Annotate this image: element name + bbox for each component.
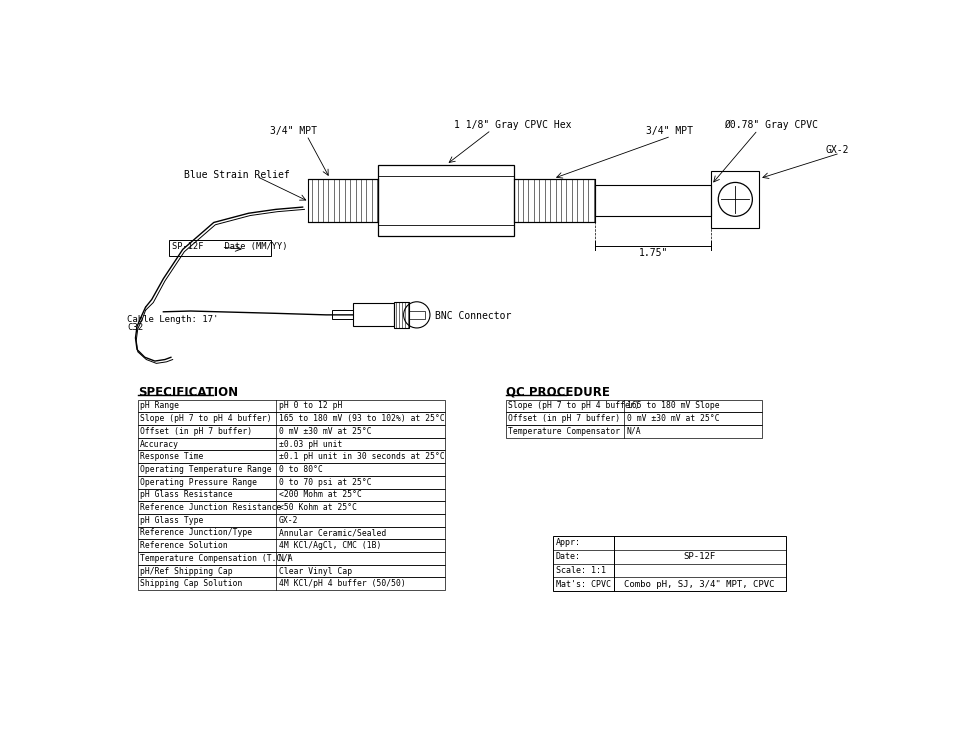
Text: pH Glass Resistance: pH Glass Resistance [140,491,233,499]
Text: Reference Junction/Type: Reference Junction/Type [140,529,252,537]
Text: 0 mV ±30 mV at 25°C: 0 mV ±30 mV at 25°C [279,427,372,436]
Text: 0 to 80°C: 0 to 80°C [279,465,323,474]
Text: Accuracy: Accuracy [140,439,179,449]
Text: Scale: 1:1: Scale: 1:1 [555,566,606,575]
Bar [138,450,444,463]
Text: Reference Solution: Reference Solution [140,541,228,550]
Bar [506,400,761,412]
Bar [169,240,271,256]
Text: GX-2: GX-2 [826,145,849,156]
Text: <200 Mohm at 25°C: <200 Mohm at 25°C [279,491,361,499]
Text: Mat's: CPVC: Mat's: CPVC [555,580,611,589]
Text: SP-12F    Date (MM/YY): SP-12F Date (MM/YY) [172,243,288,251]
Text: ±0.1 pH unit in 30 seconds at 25°C: ±0.1 pH unit in 30 seconds at 25°C [279,452,444,461]
Text: 3/4" MPT: 3/4" MPT [270,126,317,136]
Text: Cable Length: 17': Cable Length: 17' [127,315,218,324]
Text: Ø0.78" Gray CPVC: Ø0.78" Gray CPVC [724,120,817,130]
Bar [506,425,761,438]
Text: 1 1/8" Gray CPVC Hex: 1 1/8" Gray CPVC Hex [454,120,572,130]
Text: Combo pH, SJ, 3/4" MPT, CPVC: Combo pH, SJ, 3/4" MPT, CPVC [624,580,775,589]
Text: Operating Temperature Range: Operating Temperature Range [140,465,271,474]
Text: GX-2: GX-2 [279,516,298,525]
Bar [595,185,711,216]
Text: N/A: N/A [627,427,641,436]
Text: pH/Ref Shipping Cap: pH/Ref Shipping Cap [140,567,233,575]
Text: BNC Connector: BNC Connector [435,311,511,321]
Bar [138,577,444,590]
Bar [331,310,354,319]
Bar [138,412,444,425]
Bar [138,463,444,476]
Text: pH Range: pH Range [140,401,179,410]
Bar [138,425,444,438]
Text: SPECIFICATION: SPECIFICATION [138,386,238,398]
Bar [138,400,444,412]
Text: Temperature Compensation (T.C.): Temperature Compensation (T.C.) [140,554,292,563]
Text: Appr:: Appr: [555,538,581,548]
Text: 165 to 180 mV Slope: 165 to 180 mV Slope [627,401,720,410]
Text: Shipping Cap Solution: Shipping Cap Solution [140,579,242,588]
Bar [554,536,785,591]
Text: Slope (pH 7 to pH 4 buffer): Slope (pH 7 to pH 4 buffer) [508,401,639,410]
Bar [138,526,444,539]
Text: Temperature Compensator: Temperature Compensator [508,427,620,436]
Text: pH 0 to 12 pH: pH 0 to 12 pH [279,401,342,410]
Bar [138,488,444,501]
Text: 4M KCl/AgCl, CMC (1B): 4M KCl/AgCl, CMC (1B) [279,541,382,550]
Text: QC PROCEDURE: QC PROCEDURE [506,386,610,398]
Bar [138,438,444,450]
Bar [514,178,595,221]
Text: Operating Pressure Range: Operating Pressure Range [140,477,257,487]
Text: 3/4" MPT: 3/4" MPT [646,126,694,136]
Text: SP-12F: SP-12F [684,552,716,561]
Text: <50 Kohm at 25°C: <50 Kohm at 25°C [279,503,356,512]
Text: 4M KCl/pH 4 buffer (50/50): 4M KCl/pH 4 buffer (50/50) [279,579,406,588]
Text: Offset (in pH 7 buffer): Offset (in pH 7 buffer) [140,427,252,436]
Text: ±0.03 pH unit: ±0.03 pH unit [279,439,342,449]
Bar [378,164,514,235]
Bar [506,412,761,425]
Bar [393,302,409,328]
Text: Reference Junction Resistance: Reference Junction Resistance [140,503,281,512]
Bar [409,311,424,319]
Text: 0 to 70 psi at 25°C: 0 to 70 psi at 25°C [279,477,372,487]
Text: pH Glass Type: pH Glass Type [140,516,204,525]
Text: C32: C32 [127,322,143,332]
Bar [138,476,444,488]
Text: Date:: Date: [555,552,581,561]
Text: Response Time: Response Time [140,452,204,461]
Bar [138,514,444,526]
Bar [711,171,759,228]
Text: N/A: N/A [279,554,294,563]
Bar [138,565,444,577]
Text: Annular Ceramic/Sealed: Annular Ceramic/Sealed [279,529,386,537]
Text: Slope (pH 7 to pH 4 buffer): Slope (pH 7 to pH 4 buffer) [140,414,271,423]
Text: 165 to 180 mV (93 to 102%) at 25°C: 165 to 180 mV (93 to 102%) at 25°C [279,414,444,423]
Text: Blue Strain Relief: Blue Strain Relief [185,170,290,180]
Bar [308,178,378,221]
Text: Clear Vinyl Cap: Clear Vinyl Cap [279,567,352,575]
Text: 1.75": 1.75" [639,248,668,258]
Bar [138,501,444,514]
Bar [354,303,393,327]
Text: Offset (in pH 7 buffer): Offset (in pH 7 buffer) [508,414,620,423]
Text: 0 mV ±30 mV at 25°C: 0 mV ±30 mV at 25°C [627,414,720,423]
Bar [138,552,444,565]
Bar [138,539,444,552]
